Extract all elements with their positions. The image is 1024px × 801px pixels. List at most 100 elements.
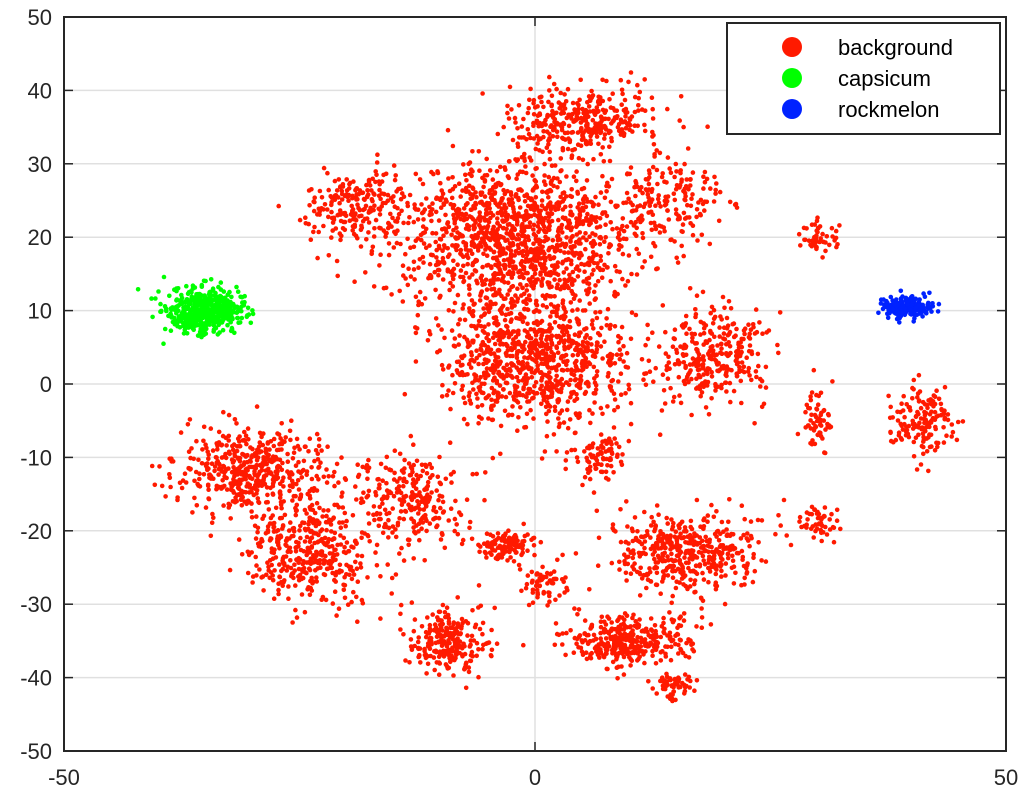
point-background <box>277 490 283 496</box>
point-background <box>615 114 620 119</box>
point-background <box>321 165 327 171</box>
point-background <box>347 181 352 187</box>
point-background <box>458 274 463 280</box>
point-background <box>600 356 605 361</box>
point-background <box>657 432 663 438</box>
point-background <box>322 558 328 564</box>
point-background <box>212 464 218 469</box>
point-background <box>454 522 460 527</box>
point-background <box>539 333 544 338</box>
point-background <box>738 340 743 345</box>
point-background <box>302 444 308 450</box>
point-background <box>288 520 293 525</box>
point-background <box>323 553 328 559</box>
point-background <box>467 525 472 531</box>
point-background <box>450 205 456 211</box>
point-background <box>436 196 442 201</box>
point-background <box>403 251 408 257</box>
point-background <box>498 374 504 379</box>
point-background <box>452 344 458 349</box>
point-background <box>285 459 291 465</box>
point-background <box>460 383 466 389</box>
point-background <box>479 416 484 421</box>
point-background <box>747 336 753 341</box>
point-background <box>697 211 703 217</box>
point-background <box>253 554 258 560</box>
point-background <box>494 229 499 234</box>
point-background <box>441 233 446 238</box>
point-background <box>232 453 238 459</box>
point-background <box>311 199 317 204</box>
point-background <box>585 199 590 204</box>
point-background <box>465 255 471 261</box>
point-background <box>602 339 607 345</box>
point-background <box>576 342 581 348</box>
point-background <box>327 558 333 564</box>
point-background <box>483 641 489 646</box>
point-background <box>231 442 237 447</box>
point-background <box>545 280 550 285</box>
point-background <box>720 294 726 300</box>
point-background <box>808 441 813 446</box>
point-background <box>334 613 339 618</box>
point-background <box>340 184 346 189</box>
point-background <box>656 200 662 206</box>
point-background <box>469 298 475 303</box>
point-background <box>759 378 765 384</box>
point-background <box>293 607 298 613</box>
point-background <box>578 379 583 385</box>
point-background <box>253 536 259 541</box>
point-background <box>498 328 503 333</box>
point-background <box>326 474 332 479</box>
point-background <box>259 463 265 469</box>
point-background <box>596 141 601 147</box>
point-background <box>455 370 461 376</box>
point-background <box>576 155 582 161</box>
point-background <box>332 483 337 489</box>
point-background <box>492 388 497 394</box>
point-background <box>463 270 469 276</box>
point-background <box>930 399 936 404</box>
point-background <box>556 232 561 238</box>
point-background <box>600 211 605 217</box>
point-background <box>371 512 376 518</box>
point-background <box>386 535 391 540</box>
point-background <box>300 575 306 581</box>
point-background <box>460 362 465 368</box>
point-background <box>420 254 426 260</box>
point-background <box>509 412 515 418</box>
point-background <box>567 417 573 422</box>
point-background <box>270 513 276 518</box>
point-background <box>573 118 579 123</box>
point-background <box>590 244 595 249</box>
point-background <box>336 212 342 217</box>
point-background <box>632 231 638 237</box>
point-background <box>696 200 701 205</box>
point-background <box>414 326 420 331</box>
point-background <box>442 610 448 615</box>
point-background <box>509 107 514 112</box>
point-background <box>639 107 645 112</box>
point-background <box>694 376 699 382</box>
point-background <box>593 310 598 315</box>
point-background <box>266 452 272 458</box>
point-background <box>695 347 700 353</box>
point-background <box>834 507 840 513</box>
point-background <box>690 170 696 175</box>
point-background <box>509 361 514 366</box>
point-background <box>681 188 686 194</box>
point-background <box>594 134 600 139</box>
point-background <box>523 339 528 345</box>
point-background <box>944 433 949 439</box>
point-background <box>921 451 926 457</box>
point-background <box>513 120 518 125</box>
point-background <box>457 231 463 237</box>
point-background <box>712 352 717 358</box>
point-background <box>534 302 540 308</box>
point-background <box>482 281 488 287</box>
point-background <box>668 385 673 391</box>
point-background <box>619 102 624 107</box>
point-background <box>461 302 466 307</box>
point-background <box>440 382 445 388</box>
point-background <box>555 272 561 278</box>
